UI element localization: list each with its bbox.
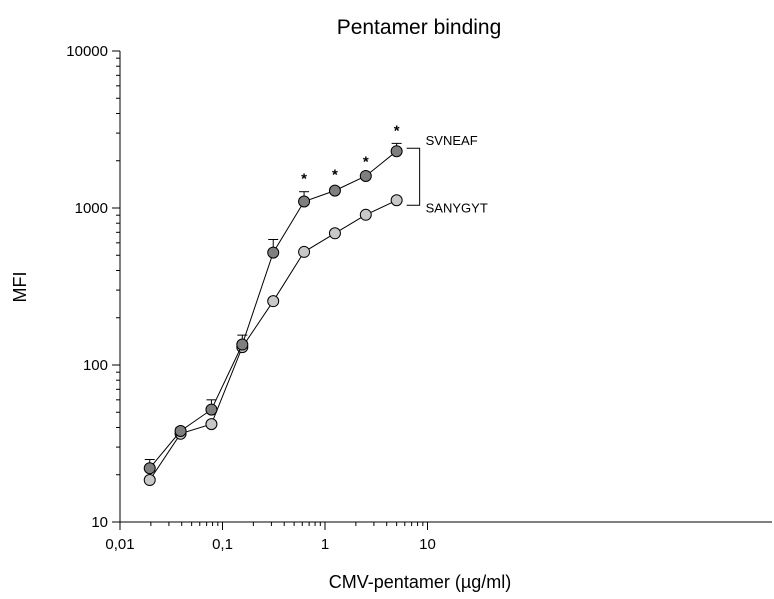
significance-marker: * [394, 122, 400, 139]
series-sanygyt [143, 194, 403, 487]
comparison-bracket [406, 147, 421, 206]
data-point [298, 245, 311, 258]
x-tick-label: 10 [419, 536, 436, 553]
x-tick-label: 1 [321, 536, 329, 553]
series-svneaf [143, 142, 403, 475]
data-point [205, 403, 218, 416]
y-axis-title: MFI [10, 272, 30, 303]
data-point [328, 227, 341, 240]
axes: 10 100 1000 10000 0,01 0,1 1 10 [66, 43, 772, 553]
data-point [205, 418, 218, 431]
data-point [359, 208, 372, 221]
x-tick-label: 0,1 [212, 536, 233, 553]
series-label-svneaf: SVNEAF [426, 133, 478, 148]
significance-marker: * [363, 153, 369, 170]
x-tick-label: 0,01 [105, 536, 134, 553]
data-point [390, 145, 403, 158]
series-layer [143, 142, 403, 487]
y-tick-label: 10000 [66, 43, 108, 60]
significance-marker: * [301, 171, 307, 188]
series-line [149, 150, 397, 469]
annotation-layer: SVNEAF SANYGYT * * * * [301, 122, 488, 215]
y-tick-label: 10 [91, 514, 108, 531]
series-label-sanygyt: SANYGYT [426, 200, 488, 215]
y-tick-label: 1000 [75, 200, 108, 217]
data-point [174, 424, 187, 437]
data-point [267, 246, 280, 259]
data-point [143, 474, 156, 487]
data-point [298, 195, 311, 208]
data-point [236, 338, 249, 351]
y-tick-label: 100 [83, 357, 108, 374]
significance-marker: * [332, 167, 338, 184]
data-point [267, 295, 280, 308]
chart-title: Pentamer binding [337, 16, 502, 39]
data-point [328, 184, 341, 197]
data-point [359, 169, 372, 182]
data-point [143, 462, 156, 475]
data-point [390, 194, 403, 207]
x-axis-title: CMV-pentamer (µg/ml) [329, 572, 511, 592]
